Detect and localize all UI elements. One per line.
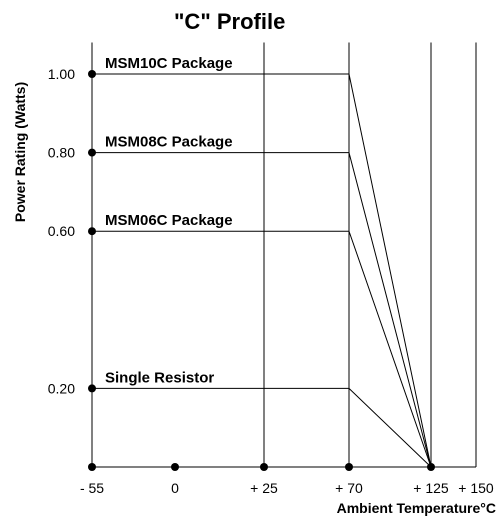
baseline-point-0	[171, 463, 179, 471]
x-axis-label: Ambient Temperature°C	[337, 500, 496, 516]
x-tick-label-125: + 125	[413, 480, 449, 496]
y-tick-label-0-20: 0.20	[48, 380, 75, 396]
x-tick-label-70: + 70	[335, 480, 363, 496]
chart-title: "C" Profile	[174, 9, 285, 34]
y-tick-label-0-80: 0.80	[48, 145, 75, 161]
baseline-point-55	[88, 463, 96, 471]
series-line-msm08c-package	[92, 152, 432, 468]
baseline-point-25	[260, 463, 268, 471]
series-start-point-msm08c-package	[88, 148, 96, 157]
plot-area: MSM10C Package MSM08C Package MSM06C Packa…	[48, 42, 494, 496]
series-start-point-msm06c-package	[88, 227, 96, 236]
series-label-msm06c-package: MSM06C Package	[105, 212, 233, 229]
x-tick-label-150: + 150	[458, 480, 494, 496]
series-label-msm10c-package: MSM10C Package	[105, 55, 233, 72]
series-line-msm06c-package	[92, 230, 432, 468]
series-line-msm10c-package	[92, 73, 432, 468]
y-tick-label-1-00: 1.00	[48, 66, 75, 82]
baseline-point-70	[345, 463, 353, 471]
series-label-msm08c-package: MSM08C Package	[105, 134, 233, 151]
y-tick-label-0-60: 0.60	[48, 223, 75, 239]
series-start-point-single-resistor	[88, 384, 96, 393]
series-start-point-msm10c-package	[88, 70, 96, 78]
x-tick-label-25: + 25	[250, 480, 278, 496]
baseline-point-125	[427, 463, 435, 471]
x-tick-label-55: - 55	[80, 480, 104, 496]
series-label-single-resistor: Single Resistor	[105, 369, 214, 386]
series-line-single-resistor	[92, 387, 432, 468]
y-axis-label: Power Rating (Watts)	[12, 82, 28, 222]
x-tick-label-0: 0	[171, 480, 179, 496]
